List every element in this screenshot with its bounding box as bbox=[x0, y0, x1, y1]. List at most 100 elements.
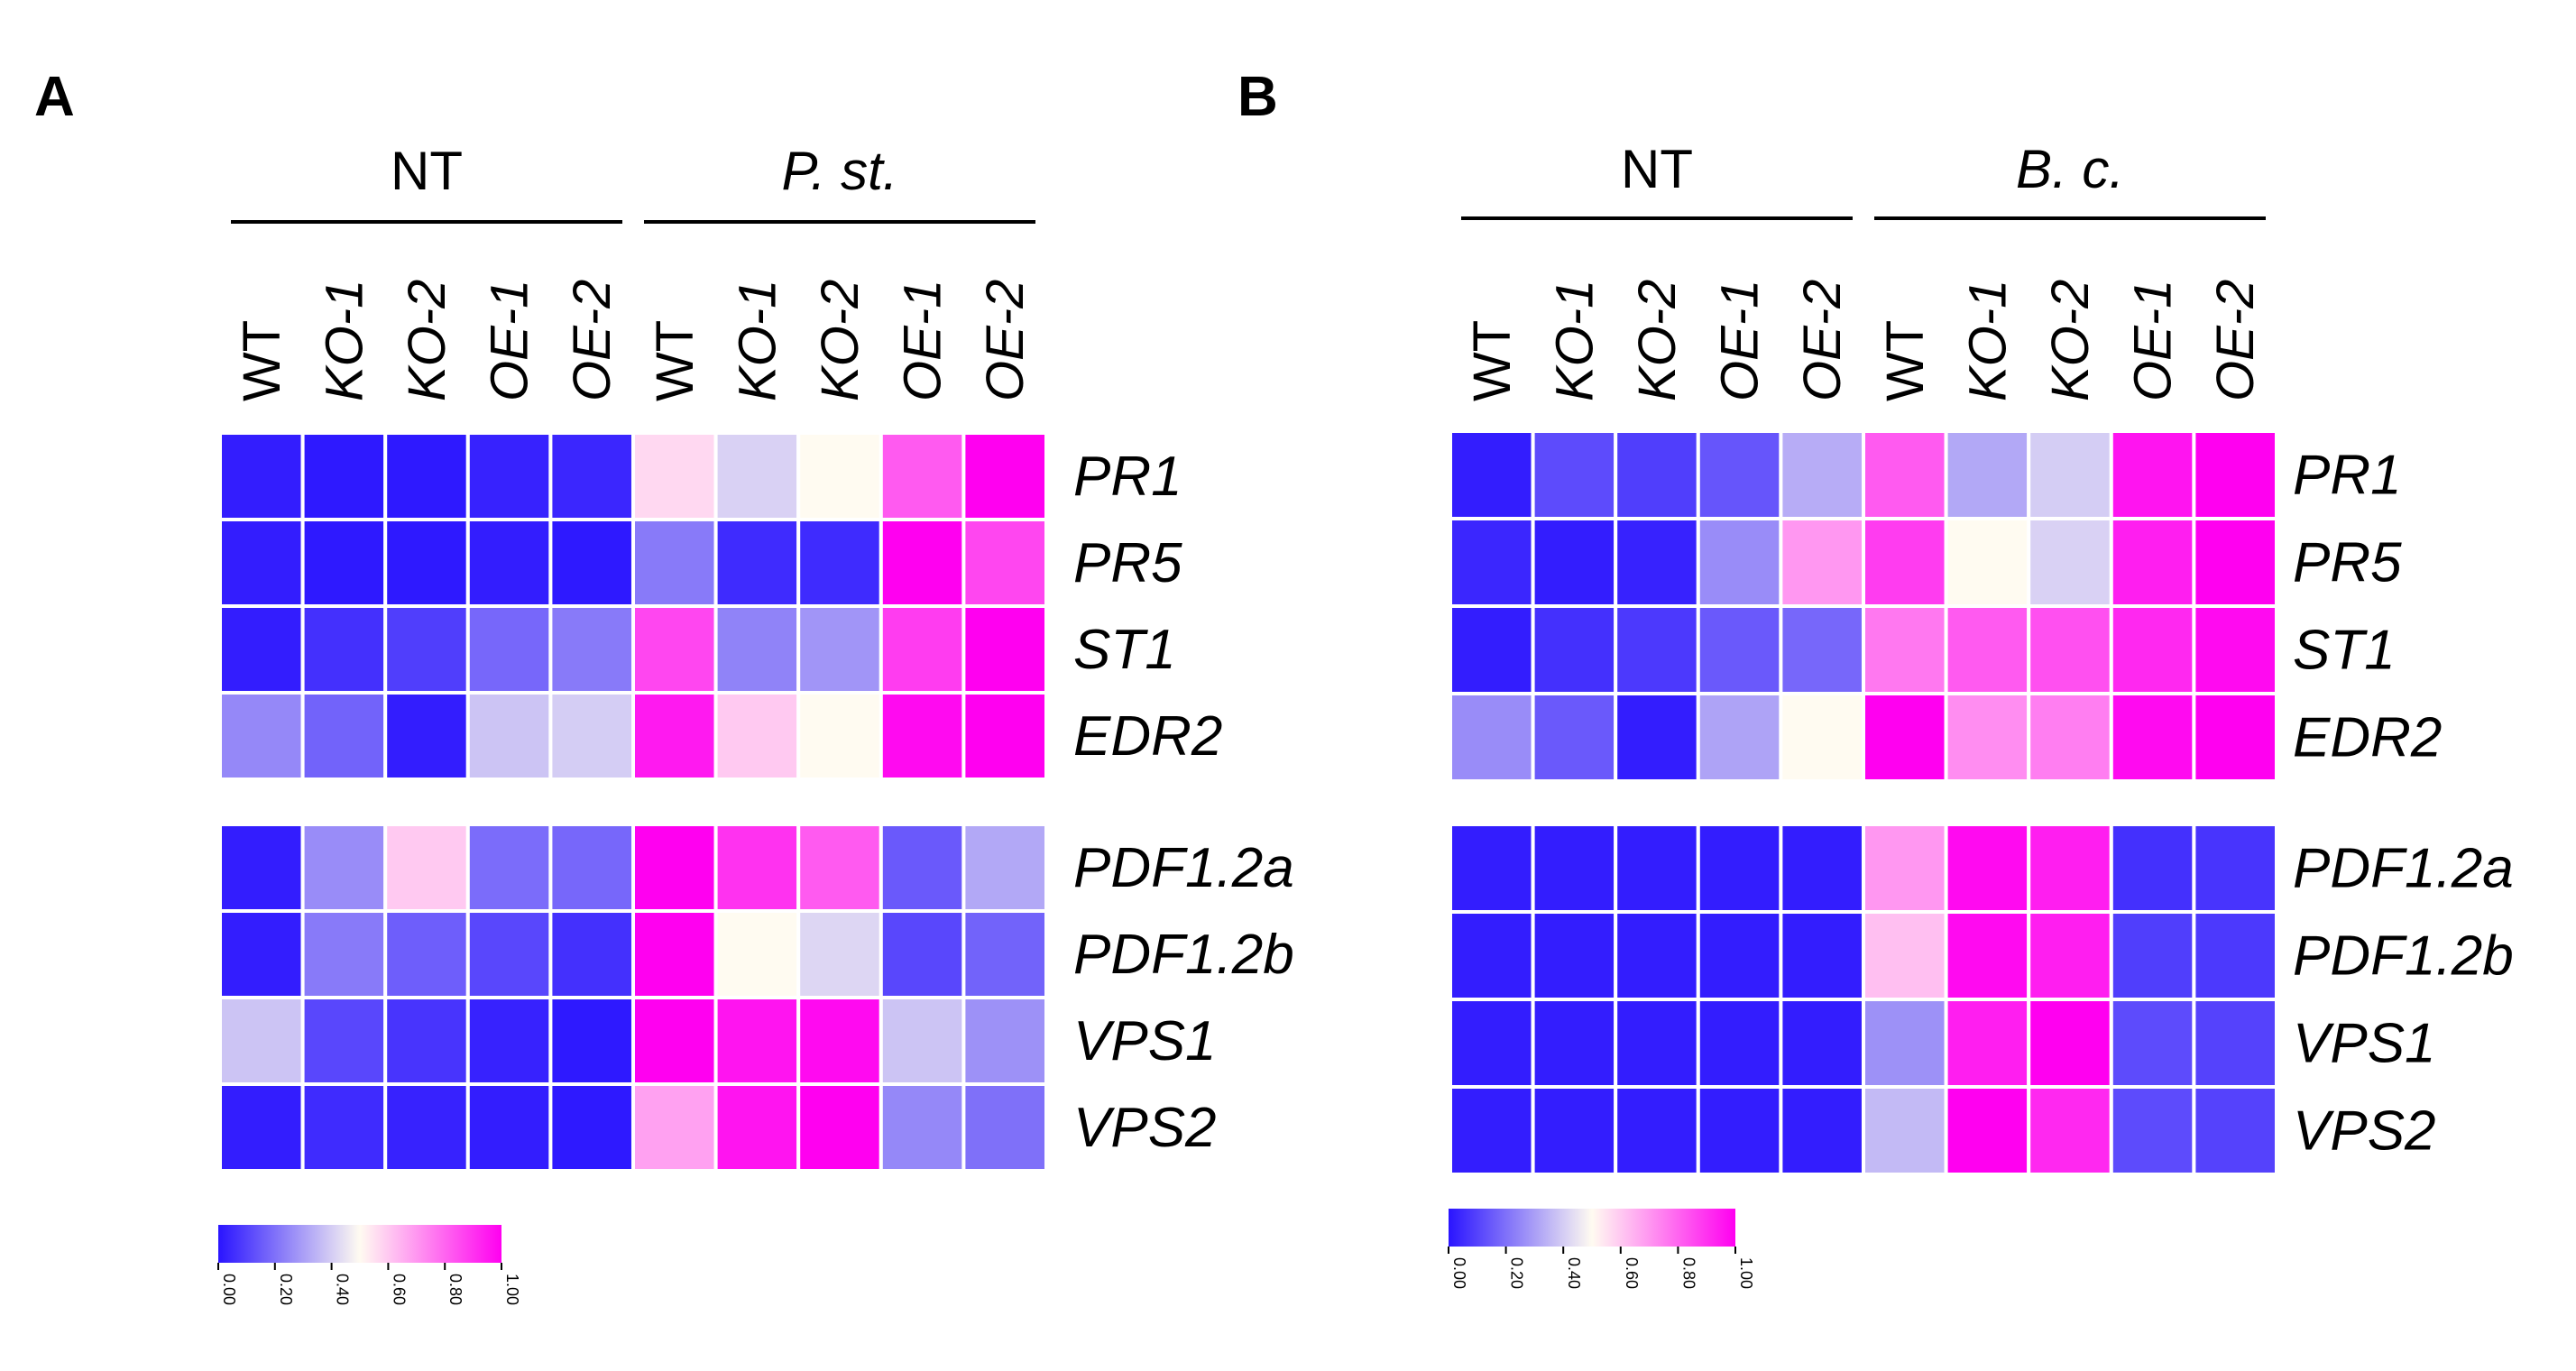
heatmap-cell bbox=[631, 1082, 718, 1173]
heatmap-cell bbox=[383, 1082, 470, 1173]
colorbar bbox=[218, 1225, 501, 1263]
heatmap-cell bbox=[218, 518, 305, 608]
heatmap-cell bbox=[2027, 823, 2113, 914]
heatmap-cell bbox=[1696, 998, 1783, 1089]
panel-a: A NT P. st. WT KO-1 KO-2 OE-1 OE-2 WT KO-1 KO-2 O… bbox=[34, 66, 1294, 1305]
column-label: OE-2 bbox=[2206, 280, 2265, 401]
heatmap-cell bbox=[383, 431, 470, 521]
heatmap-cell bbox=[1449, 604, 1535, 695]
heatmap-cell bbox=[2192, 910, 2278, 1001]
row-label: PR5 bbox=[2293, 532, 2402, 594]
heatmap-cell bbox=[713, 431, 801, 521]
heatmap-cell bbox=[1862, 692, 1948, 783]
column-label: OE-2 bbox=[976, 280, 1035, 401]
heatmap-cell bbox=[631, 604, 718, 695]
heatmap-cell bbox=[631, 691, 718, 781]
column-label: OE-2 bbox=[1793, 280, 1852, 401]
heatmap-cell bbox=[631, 996, 718, 1086]
heatmap-cell bbox=[2027, 429, 2113, 520]
heatmap-cell bbox=[218, 823, 305, 913]
colorbar-tick-label: 0.20 bbox=[1508, 1257, 1526, 1289]
heatmap-cell bbox=[1862, 823, 1948, 914]
heatmap-cell bbox=[1614, 604, 1700, 695]
heatmap-cell bbox=[465, 691, 553, 781]
heatmap-cell bbox=[796, 1082, 883, 1173]
heatmap-cell bbox=[2027, 998, 2113, 1089]
heatmap-cell bbox=[2027, 1085, 2113, 1176]
heatmap-cell bbox=[1944, 604, 2031, 695]
heatmap-cell bbox=[1944, 1085, 2031, 1176]
row-label: ST1 bbox=[2293, 620, 2396, 682]
heatmap-cell bbox=[1449, 910, 1535, 1001]
heatmap-cell bbox=[2109, 604, 2196, 695]
heatmap-cell bbox=[879, 604, 966, 695]
colorbar-tick-label: 0.00 bbox=[1450, 1257, 1468, 1289]
heatmap-cell bbox=[2109, 910, 2196, 1001]
heatmap-cell bbox=[879, 431, 966, 521]
heatmap-cell bbox=[300, 996, 388, 1086]
heatmap-cell bbox=[1944, 429, 2031, 520]
heatmap-cell bbox=[631, 823, 718, 913]
heatmap-cell bbox=[300, 909, 388, 999]
heatmap-cell bbox=[2109, 998, 2196, 1089]
column-label: KO-1 bbox=[1545, 280, 1604, 401]
heatmap-cell bbox=[548, 431, 636, 521]
heatmap-cell bbox=[1944, 998, 2031, 1089]
heatmap-cell bbox=[465, 909, 553, 999]
column-label: WT bbox=[1876, 320, 1935, 401]
heatmap-cell bbox=[465, 604, 553, 695]
colorbar-tick-label: 0.00 bbox=[220, 1274, 238, 1305]
column-label: WT bbox=[233, 320, 291, 401]
heatmap-cell bbox=[1862, 998, 1948, 1089]
colorbar-tick-label: 0.20 bbox=[277, 1274, 295, 1305]
heatmap-cell bbox=[713, 996, 801, 1086]
heatmap-cell bbox=[1696, 823, 1783, 914]
heatmap-cell bbox=[2192, 517, 2278, 608]
heatmap-cell bbox=[1696, 1085, 1783, 1176]
heatmap-cell bbox=[2109, 429, 2196, 520]
heatmap-cell bbox=[1696, 910, 1783, 1001]
heatmap-cell bbox=[300, 431, 388, 521]
heatmap-cell bbox=[1779, 998, 1866, 1089]
heatmap-cell bbox=[1779, 429, 1866, 520]
heatmap-cell bbox=[1862, 1085, 1948, 1176]
colorbar-tick-label: 0.80 bbox=[1679, 1257, 1697, 1289]
row-label: ST1 bbox=[1073, 619, 1176, 681]
column-label: KO-2 bbox=[2041, 280, 2100, 401]
column-label: KO-1 bbox=[1958, 280, 2017, 401]
heatmap-cell bbox=[1944, 692, 2031, 783]
heatmap-cell bbox=[1696, 517, 1783, 608]
heatmap-cell bbox=[1531, 692, 1618, 783]
row-label: VPS1 bbox=[2293, 1013, 2436, 1075]
colorbar-tick-label: 0.80 bbox=[446, 1274, 465, 1305]
heatmap-cell bbox=[631, 518, 718, 608]
heatmap-cell bbox=[1614, 692, 1700, 783]
heatmap-cell bbox=[961, 691, 1049, 781]
heatmap-cell bbox=[2027, 910, 2113, 1001]
heatmap-cell bbox=[713, 691, 801, 781]
panel-letter: B bbox=[1237, 66, 1278, 128]
column-label: OE-1 bbox=[894, 280, 952, 401]
heatmap-cell bbox=[300, 823, 388, 913]
heatmap-cell bbox=[1944, 517, 2031, 608]
heatmap-cell bbox=[2192, 692, 2278, 783]
heatmap-cell bbox=[879, 518, 966, 608]
heatmap-cell bbox=[713, 604, 801, 695]
group-label: P. st. bbox=[782, 141, 898, 201]
heatmap-cell bbox=[1531, 517, 1618, 608]
heatmap-cell bbox=[1779, 823, 1866, 914]
heatmap-cell bbox=[548, 1082, 636, 1173]
heatmap-cell bbox=[218, 1082, 305, 1173]
heatmap-cell bbox=[961, 823, 1049, 913]
heatmap-cell bbox=[300, 691, 388, 781]
heatmap-cell bbox=[1449, 517, 1535, 608]
heatmap-cell bbox=[796, 518, 883, 608]
heatmap-cell bbox=[796, 996, 883, 1086]
heatmap-cell bbox=[548, 691, 636, 781]
heatmap-cell bbox=[2109, 823, 2196, 914]
heatmap-cell bbox=[2027, 692, 2113, 783]
heatmap-cell bbox=[1614, 1085, 1700, 1176]
heatmap-cell bbox=[879, 691, 966, 781]
column-label: OE-2 bbox=[563, 280, 621, 401]
heatmap-cell bbox=[1531, 823, 1618, 914]
